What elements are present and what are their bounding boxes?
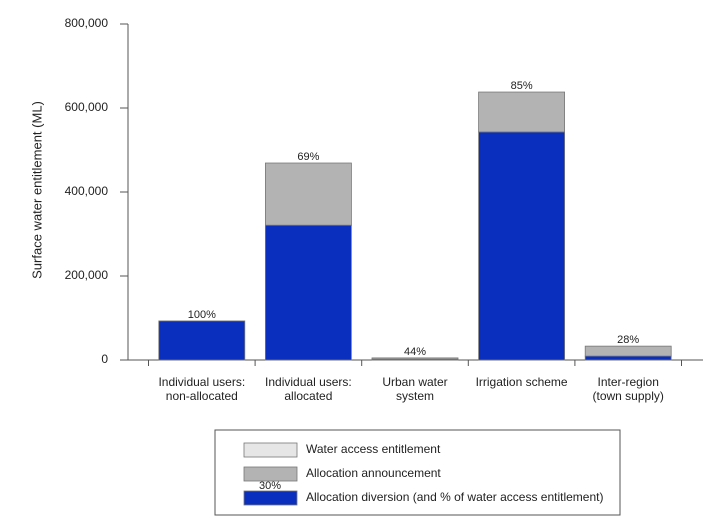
- legend-swatch: [243, 466, 298, 482]
- x-tick-label: Individual users: non-allocated: [158, 375, 246, 403]
- percent-label: 44%: [404, 346, 426, 358]
- legend-swatch: [243, 490, 298, 506]
- bar-segment: [478, 131, 566, 361]
- bar-segment: [584, 345, 672, 357]
- percent-label: 69%: [297, 151, 319, 163]
- legend-label: Allocation diversion (and % of water acc…: [306, 490, 603, 504]
- x-tick-label: Urban water system: [382, 375, 448, 403]
- bar-segment: [264, 162, 352, 226]
- bar-segment: [371, 357, 459, 360]
- y-tick-label: 800,000: [65, 16, 109, 30]
- y-axis-title: Surface water entitlement (ML): [29, 101, 44, 279]
- legend-swatch: [243, 442, 298, 458]
- bar-segment: [478, 91, 566, 133]
- y-tick-label: 0: [101, 352, 108, 366]
- legend-label: Water access entitlement: [306, 442, 441, 456]
- legend-box: [214, 429, 621, 516]
- x-tick-label: Inter-region (town supply): [592, 375, 664, 403]
- bar-segment: [584, 355, 672, 361]
- bar-segment: [264, 224, 352, 361]
- legend-label: Allocation announcement: [306, 466, 441, 480]
- x-tick-label: Individual users: allocated: [265, 375, 352, 403]
- y-tick-label: 600,000: [65, 100, 109, 114]
- percent-label: 85%: [511, 80, 533, 92]
- legend-sample-label: 30%: [259, 480, 281, 492]
- percent-label: 28%: [617, 334, 639, 346]
- percent-label: 100%: [188, 309, 216, 321]
- bar-segment: [158, 320, 246, 361]
- y-tick-label: 400,000: [65, 184, 109, 198]
- y-tick-label: 200,000: [65, 268, 109, 282]
- x-tick-label: Irrigation scheme: [475, 375, 568, 389]
